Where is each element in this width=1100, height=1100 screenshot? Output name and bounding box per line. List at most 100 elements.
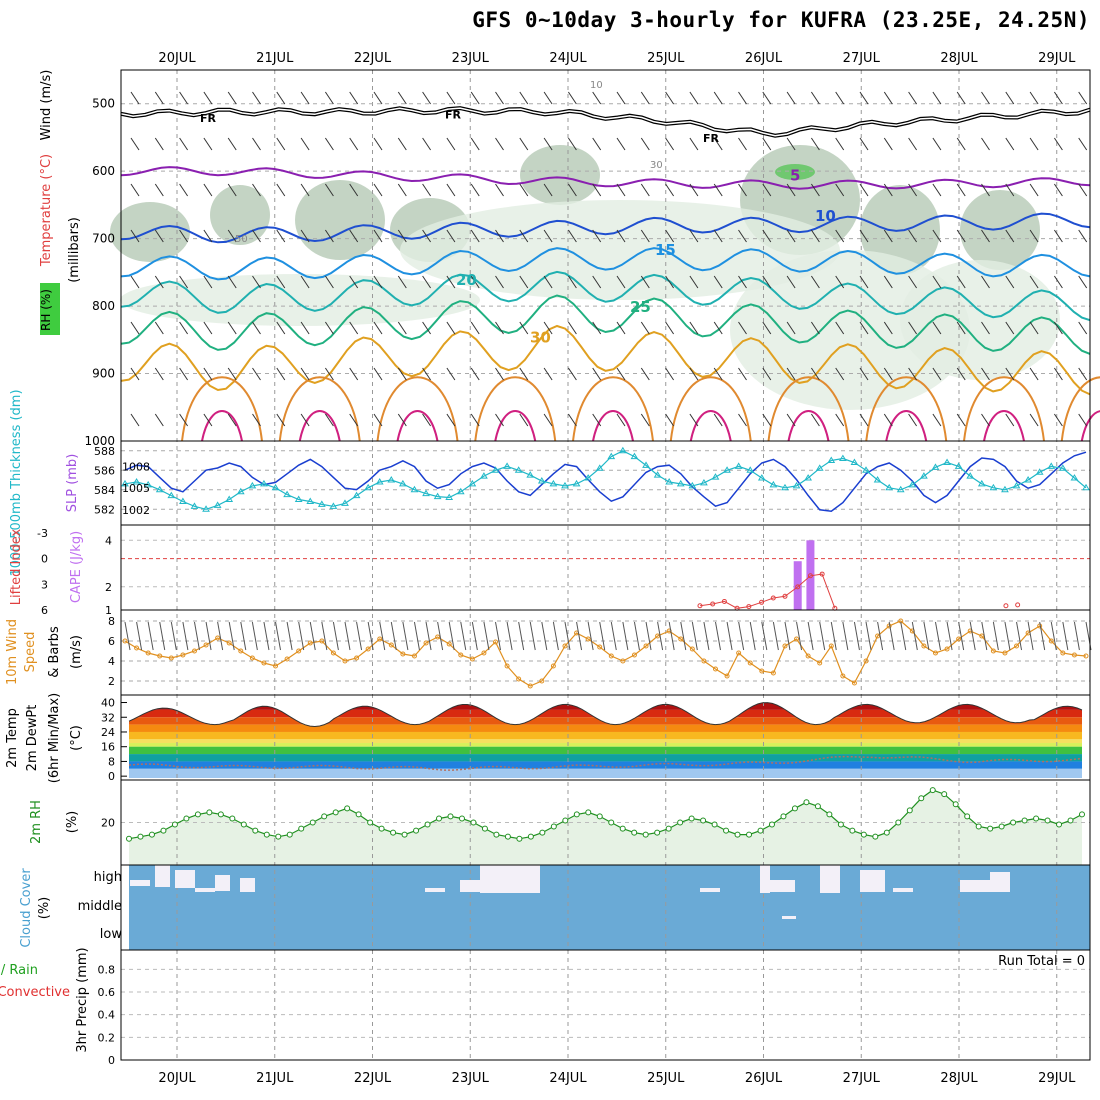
wind-barb	[859, 229, 869, 243]
wind-barb-10m	[379, 621, 386, 651]
wind-barb	[349, 137, 359, 151]
wind-barb	[883, 229, 893, 243]
wind-barb	[956, 275, 966, 289]
rh-point	[137, 833, 144, 840]
wind-barb	[713, 413, 723, 427]
wind-barb-10m	[495, 621, 501, 651]
wind-barb	[130, 229, 140, 243]
wind-barb-10m	[969, 621, 976, 651]
rh-shading-high	[775, 164, 815, 180]
wind-barb	[252, 229, 261, 243]
li-tick-label: -3	[37, 527, 48, 540]
day-label-top: 24JUL	[549, 51, 587, 66]
rh-point	[1079, 811, 1085, 818]
thickness-marker	[410, 485, 419, 493]
wind-barb-10m	[124, 621, 131, 651]
wind-barb-10m	[321, 621, 328, 651]
hot-contour	[1080, 410, 1100, 442]
wind-barb	[689, 137, 699, 151]
wind-barb	[397, 413, 407, 427]
thickness-marker	[676, 479, 685, 487]
hot-contour	[885, 410, 928, 442]
rh-point	[309, 819, 316, 826]
rh-shading	[120, 274, 480, 326]
high-cloud-block	[510, 872, 540, 892]
wind-barb-10m	[715, 621, 721, 651]
wind-speed-point	[631, 652, 637, 658]
wind-barb	[324, 413, 334, 427]
wind-barb	[738, 137, 747, 151]
wind-barb	[179, 367, 189, 381]
wind-barb	[810, 91, 820, 105]
day-label-top: 28JUL	[940, 51, 978, 66]
wind-barb	[762, 321, 772, 335]
wind-barb	[713, 137, 723, 151]
wind-barb-10m	[147, 621, 154, 651]
wind-barb	[154, 413, 164, 427]
rh-area	[129, 790, 1082, 865]
wind-barb	[592, 367, 602, 381]
wind-barb	[276, 137, 286, 151]
ylabel-2m-temp: 2m Temp	[5, 708, 20, 768]
wind-barb	[1029, 91, 1039, 105]
thickness-marker	[248, 481, 257, 489]
wind-barb	[154, 229, 164, 243]
li-tick-label: 3	[41, 578, 48, 591]
wind-barb-10m	[390, 621, 397, 651]
rh-point	[447, 813, 454, 820]
wind-speed-point	[307, 640, 313, 646]
wind-barb	[543, 413, 553, 427]
wind-barb	[203, 137, 213, 151]
wind-barb	[495, 91, 504, 105]
wind-speed-point	[828, 643, 834, 649]
wind-barb	[932, 91, 942, 105]
rh-point	[436, 815, 443, 822]
wind-barb	[495, 367, 504, 381]
wind-barb	[1029, 137, 1039, 151]
wind-speed-point	[944, 646, 950, 652]
wind-speed-point	[840, 673, 846, 679]
warm-contour	[278, 376, 361, 442]
hot-contour	[787, 410, 830, 442]
wind-barb	[495, 413, 504, 427]
warm-contour	[474, 376, 557, 442]
temp-color-band	[129, 724, 1082, 732]
wind-barb	[932, 275, 942, 289]
wind-barb	[665, 91, 675, 105]
precip-tick-label: 0	[108, 1054, 115, 1067]
wind-barb-10m	[749, 621, 756, 651]
rh-point	[126, 835, 132, 842]
high-cloud-block	[195, 888, 215, 892]
cape-tick-label: 2	[105, 581, 112, 594]
wind-barb	[300, 367, 310, 381]
wind-barb	[1005, 183, 1015, 197]
wind-speed-point	[597, 644, 603, 650]
rh-point	[321, 813, 328, 820]
ylabel-cloud-cover: Cloud Cover	[19, 868, 34, 948]
thickness-marker	[885, 483, 894, 491]
panel-frame-stab	[120, 524, 1091, 611]
high-cloud-block	[893, 888, 913, 892]
wind-barb	[786, 275, 796, 289]
wind-speed-point	[863, 658, 869, 664]
wind-barb	[203, 183, 213, 197]
li-tick-label: 6	[41, 604, 48, 617]
wind-speed-point	[817, 660, 823, 666]
thickness-marker	[1035, 468, 1044, 475]
hot-contour	[689, 410, 732, 442]
wind-barb-10m	[645, 621, 652, 651]
wind-barb	[592, 229, 602, 243]
wind-barb	[470, 275, 480, 289]
wind-speed-point	[539, 678, 545, 684]
wind-barb	[567, 321, 577, 335]
thickness-marker	[873, 476, 882, 483]
isotherm-line	[120, 166, 1091, 190]
wind-barb-10m	[471, 621, 478, 651]
rh-point	[229, 815, 236, 822]
wind-speed-point	[990, 648, 996, 654]
wind-barb	[227, 367, 237, 381]
ylabel-temp-units: (°C)	[69, 725, 84, 751]
thickness-marker	[503, 462, 511, 469]
high-cloud-block	[700, 888, 720, 892]
ylabel-10m-wind: 10m Wind	[5, 619, 20, 685]
